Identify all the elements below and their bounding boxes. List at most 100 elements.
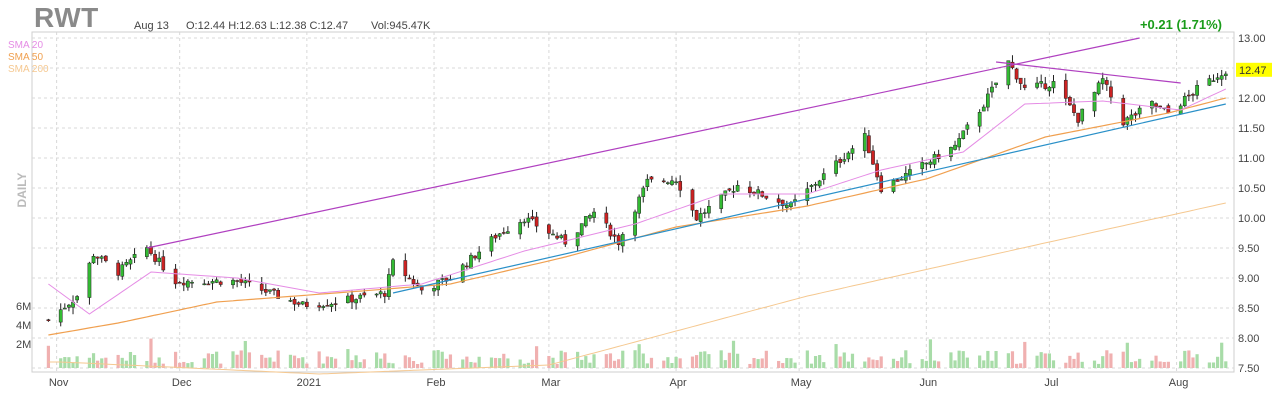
volume-bar bbox=[153, 362, 157, 368]
volume-bar bbox=[666, 357, 670, 368]
candle bbox=[243, 277, 248, 288]
candle bbox=[674, 177, 678, 186]
timeframe-label: DAILY bbox=[15, 173, 29, 208]
candle bbox=[1104, 76, 1109, 91]
candle bbox=[497, 232, 502, 240]
x-tick-label: May bbox=[791, 377, 812, 389]
candle bbox=[1080, 108, 1085, 125]
candle bbox=[620, 232, 625, 253]
candle bbox=[124, 259, 129, 267]
candle bbox=[1182, 92, 1187, 108]
volume-bar bbox=[678, 358, 682, 368]
volume-bar bbox=[1014, 363, 1019, 368]
candle bbox=[842, 152, 847, 165]
candle bbox=[1133, 111, 1138, 122]
volume-bar bbox=[842, 352, 846, 368]
volume-bar bbox=[1179, 361, 1183, 368]
candle bbox=[288, 297, 293, 303]
x-tick-label: Nov bbox=[49, 377, 69, 389]
candle bbox=[592, 207, 596, 223]
candle bbox=[305, 298, 309, 310]
volume-bar bbox=[1129, 362, 1134, 368]
volume-bar bbox=[1105, 350, 1109, 368]
volume-bar bbox=[292, 355, 297, 368]
candle bbox=[407, 274, 412, 280]
last-price-badge bbox=[1236, 62, 1272, 77]
volume-bar bbox=[576, 351, 580, 368]
volume-bar bbox=[793, 362, 797, 368]
candle bbox=[559, 233, 564, 240]
volume-bar bbox=[317, 351, 321, 368]
volume-bar bbox=[264, 357, 268, 368]
volume-bar bbox=[1023, 341, 1027, 368]
candle bbox=[346, 293, 350, 304]
volume-bar bbox=[132, 355, 137, 368]
volume-bar bbox=[879, 356, 883, 368]
candle bbox=[899, 176, 904, 181]
candle bbox=[235, 279, 239, 288]
volume-bar bbox=[1187, 350, 1191, 368]
volume-bar bbox=[145, 360, 149, 368]
volume-bar bbox=[493, 357, 498, 368]
candle bbox=[1223, 71, 1228, 80]
candle bbox=[300, 301, 305, 306]
candle bbox=[547, 223, 551, 240]
candle bbox=[867, 130, 871, 154]
volume-bar bbox=[990, 360, 994, 368]
candle bbox=[263, 283, 268, 297]
trendline[interactable] bbox=[146, 37, 1140, 249]
candle bbox=[317, 302, 322, 312]
volume-bar bbox=[518, 359, 522, 368]
volume-bar bbox=[215, 351, 219, 368]
volume-bar bbox=[489, 357, 494, 368]
trendline[interactable] bbox=[392, 103, 1226, 294]
price-change: +0.21 (1.71%) bbox=[1139, 17, 1222, 32]
volume-bar bbox=[809, 363, 814, 368]
volume-bar bbox=[953, 360, 957, 368]
y-tick-label: 10.50 bbox=[1238, 183, 1266, 195]
volume-bar bbox=[416, 363, 420, 368]
volume-bar bbox=[1043, 353, 1047, 368]
candle bbox=[46, 318, 51, 322]
volume-bar bbox=[592, 354, 596, 368]
volume-bar bbox=[850, 353, 855, 368]
quote-volume: Vol:945.47K bbox=[371, 20, 431, 32]
volume-bar bbox=[506, 358, 510, 368]
volume-bar bbox=[498, 358, 502, 368]
volume-bar bbox=[268, 357, 272, 368]
volume-bar bbox=[896, 361, 900, 368]
volume-bar bbox=[1109, 353, 1113, 368]
volume-bar bbox=[900, 357, 904, 368]
volume-bar bbox=[333, 358, 338, 368]
trendline[interactable] bbox=[995, 61, 1181, 84]
volume-bar bbox=[182, 361, 186, 368]
volume-bar bbox=[461, 359, 465, 368]
volume-bar bbox=[588, 362, 592, 368]
candle bbox=[95, 256, 100, 265]
volume-bar bbox=[633, 350, 637, 368]
candle bbox=[231, 277, 235, 289]
volume-bar bbox=[297, 358, 301, 368]
candle bbox=[210, 278, 215, 290]
candle bbox=[382, 290, 387, 304]
volume-bar bbox=[91, 353, 96, 368]
volume-bar bbox=[124, 360, 128, 368]
candle bbox=[1010, 55, 1015, 70]
candle bbox=[391, 257, 395, 277]
volume-bar bbox=[1092, 360, 1097, 368]
candle bbox=[214, 277, 219, 284]
candle bbox=[186, 279, 190, 291]
sma50-line bbox=[48, 97, 1226, 336]
volume-bar bbox=[986, 350, 990, 368]
volume-bar bbox=[1220, 342, 1224, 368]
volume-bar bbox=[305, 363, 309, 368]
volume-bar bbox=[272, 361, 276, 368]
candle bbox=[579, 223, 584, 237]
volume-tick-label: 6M bbox=[16, 301, 31, 313]
candle bbox=[329, 302, 334, 312]
candle bbox=[1187, 89, 1191, 102]
volume-bar bbox=[785, 357, 789, 368]
candle bbox=[1043, 76, 1048, 91]
candle bbox=[432, 285, 436, 296]
